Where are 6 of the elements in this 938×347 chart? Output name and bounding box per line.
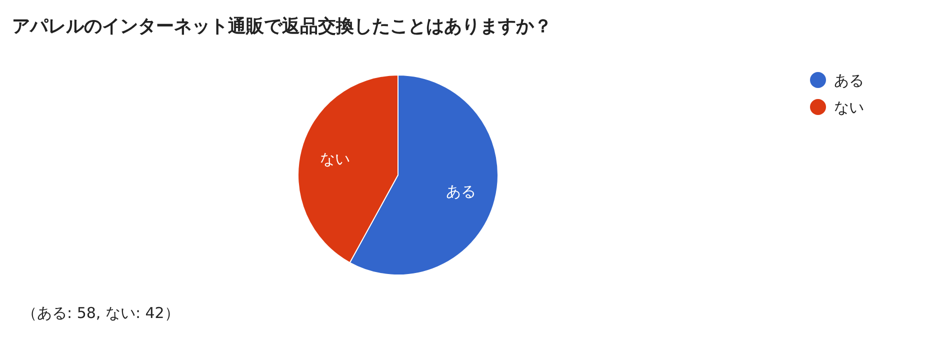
slice-label: ない bbox=[320, 150, 350, 168]
text: （ある: 58, ない: 42） bbox=[22, 304, 180, 322]
chart-title: アパレルのインターネット通販で返品交換したことはありますか？ bbox=[12, 16, 552, 37]
slice-label: ある bbox=[446, 182, 476, 200]
legend-label: ない bbox=[834, 98, 864, 116]
legend-label: ある bbox=[834, 71, 864, 90]
